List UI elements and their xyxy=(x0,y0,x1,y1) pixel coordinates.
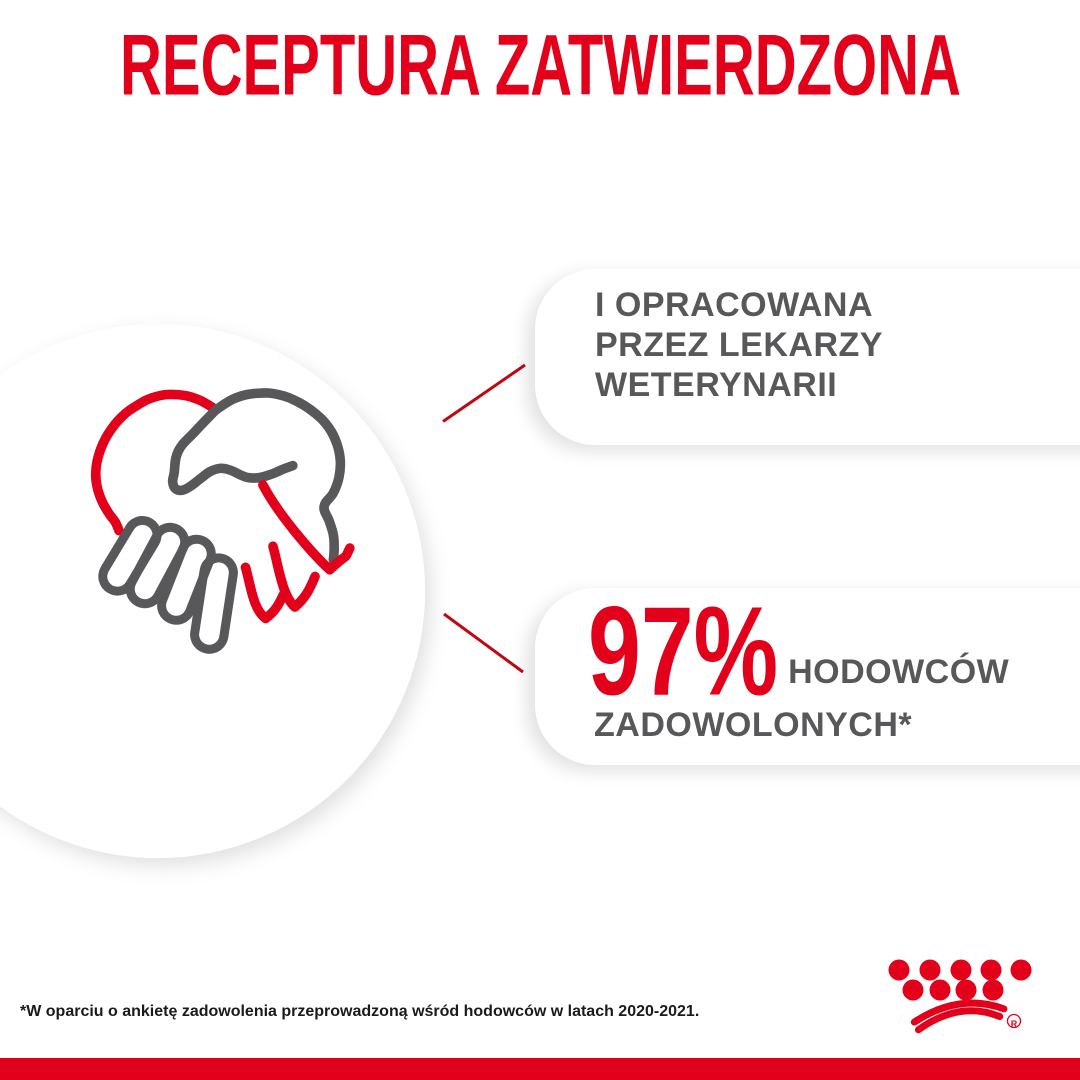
svg-text:R: R xyxy=(1011,1019,1018,1029)
